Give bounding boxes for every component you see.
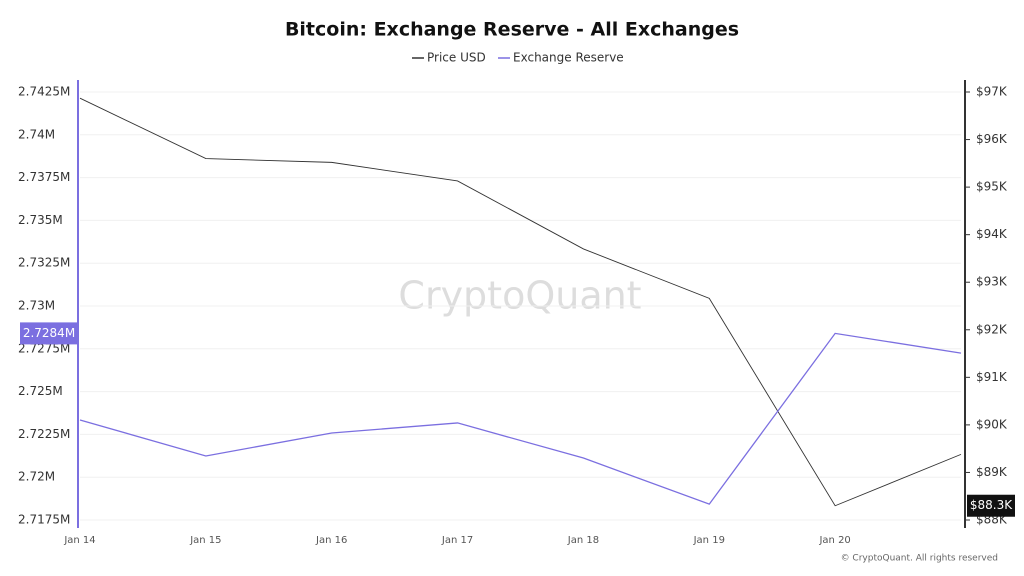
legend-label: Price USD bbox=[427, 51, 486, 65]
y2-tick-label: $91K bbox=[976, 370, 1008, 384]
y2-tick-label: $90K bbox=[976, 417, 1008, 431]
y2-tick-label: $89K bbox=[976, 465, 1008, 479]
y2-tick-label: $93K bbox=[976, 275, 1008, 289]
series-line bbox=[79, 332, 962, 505]
x-tick-label: Jan 15 bbox=[189, 535, 221, 546]
source: © CryptoQuant. All rights reserved bbox=[841, 554, 998, 564]
watermark: CryptoQuant bbox=[398, 274, 641, 318]
y-tick-label: 2.73M bbox=[18, 299, 55, 313]
x-tick-label: Jan 14 bbox=[63, 535, 95, 546]
x-tick-label: Jan 16 bbox=[315, 535, 347, 546]
y2-tick-label: $96K bbox=[976, 132, 1008, 146]
value-label-box bbox=[20, 322, 78, 345]
legend-label: Exchange Reserve bbox=[513, 51, 624, 65]
x-tick-label: Jan 19 bbox=[693, 535, 725, 546]
chart-title: Bitcoin: Exchange Reserve - All Exchange… bbox=[285, 19, 739, 41]
y-tick-label: 2.72M bbox=[18, 470, 55, 484]
y-tick-label: 2.74M bbox=[18, 127, 55, 141]
x-tick-label: Jan 18 bbox=[567, 535, 599, 546]
series-line bbox=[79, 97, 962, 507]
y-tick-label: 2.725M bbox=[18, 384, 63, 398]
y-tick-label: 2.7425M bbox=[18, 85, 70, 99]
y2-tick-label: $95K bbox=[976, 180, 1008, 194]
y-tick-label: 2.7375M bbox=[18, 170, 70, 184]
x-tick-label: Jan 17 bbox=[441, 535, 473, 546]
y-tick-label: 2.7225M bbox=[18, 427, 70, 441]
y-tick-label: 2.7275M bbox=[18, 341, 70, 355]
y2-tick-label: $97K bbox=[976, 85, 1008, 99]
value-label-box bbox=[967, 494, 1015, 517]
y-tick-label: 2.735M bbox=[18, 213, 63, 227]
y-tick-label: 2.7325M bbox=[18, 256, 70, 270]
value-label: $88.3K bbox=[970, 498, 1013, 512]
y2-tick-label: $94K bbox=[976, 227, 1008, 241]
x-tick-label: Jan 20 bbox=[818, 535, 850, 546]
y-tick-label: 2.7175M bbox=[18, 513, 70, 527]
y2-tick-label: $92K bbox=[976, 322, 1008, 336]
value-label: 2.7284M bbox=[23, 326, 75, 340]
